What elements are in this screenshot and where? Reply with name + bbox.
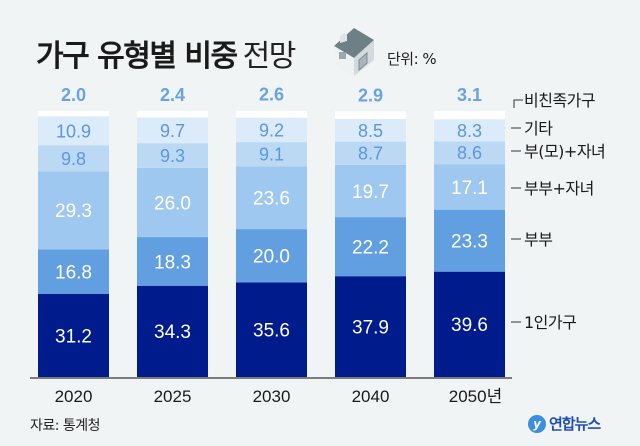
bar-segment [434, 271, 505, 377]
segment-value-label: 8.3 [457, 121, 482, 141]
segment-value-label: 9.2 [259, 120, 284, 140]
stacked-bar-chart: 31.2 16.8 29.3 9.8 10.9 2.0 2020 34.3 18.3 26.0 9.… [30, 85, 606, 406]
bar-segment [236, 110, 307, 118]
bar-segment [335, 111, 406, 119]
segment-value-label: 35.6 [253, 320, 290, 341]
segment-value-label: 26.0 [154, 193, 191, 214]
bar-segment [137, 117, 208, 144]
x-tick-label: 2030 [253, 387, 291, 406]
top-value-label: 2.6 [259, 85, 284, 105]
legend-label: 부(모)+자녀 [524, 142, 605, 161]
segment-value-label: 39.6 [451, 315, 488, 336]
chart-title: 가구 유형별 비중 전망 [36, 31, 297, 75]
segment-value-label: 8.6 [457, 143, 482, 163]
bar-segment [137, 143, 208, 168]
bar-segment [335, 276, 406, 377]
bar-segment [236, 229, 307, 283]
segment-value-label: 9.1 [259, 145, 284, 165]
bar-segment [236, 142, 307, 167]
segment-value-label: 17.1 [451, 178, 488, 199]
legend-label: 부부 [524, 230, 552, 249]
segment-value-label: 19.7 [352, 182, 389, 203]
bar-segment [38, 171, 109, 250]
segment-value-label: 9.8 [61, 149, 86, 169]
top-value-label: 2.9 [358, 85, 383, 105]
bar-segment [434, 141, 505, 165]
bar-segment [38, 294, 109, 377]
top-value-label: 2.4 [160, 85, 185, 105]
legend-label: 기타 [524, 119, 553, 138]
bar-segment [434, 119, 505, 142]
top-value-label: 2.0 [61, 85, 86, 105]
unit-label: 단위: % [387, 50, 437, 68]
segment-value-label: 20.0 [253, 247, 290, 268]
bar-segment [38, 145, 109, 172]
bar-segment [137, 167, 208, 238]
bar-segment [335, 118, 406, 142]
bar-segment [236, 282, 307, 377]
segment-value-label: 34.3 [154, 322, 191, 343]
bar-segment [335, 141, 406, 165]
x-tick-label: 2040 [352, 387, 390, 406]
bar-segment [434, 111, 505, 120]
segment-value-label: 16.8 [55, 263, 92, 284]
bar-segment [38, 116, 109, 146]
bar-segment [38, 249, 109, 295]
segment-value-label: 31.2 [55, 326, 92, 347]
segment-value-label: 37.9 [352, 317, 389, 338]
legend-label: 1인가구 [524, 313, 576, 332]
x-tick-label: 2020 [55, 387, 93, 406]
bar-segment [335, 164, 406, 218]
segment-value-label: 29.3 [55, 201, 92, 222]
segment-value-label: 22.2 [352, 238, 389, 259]
yonhap-logo: y 연합뉴스 [528, 413, 601, 434]
segment-value-label: 9.3 [160, 146, 185, 166]
bar-segment [38, 111, 109, 117]
segment-value-label: 18.3 [154, 252, 191, 273]
bar-segment [137, 285, 208, 377]
top-value-label: 3.1 [457, 85, 482, 105]
title-light: 전망 [242, 39, 297, 74]
logo-mark-icon: y [528, 414, 546, 433]
source-label: 자료: 통계청 [30, 418, 101, 434]
legend-label: 비친족가구 [524, 91, 595, 110]
segment-value-label: 8.5 [358, 121, 383, 141]
bar-segment [236, 117, 307, 143]
bar-segment [137, 237, 208, 286]
segment-value-label: 9.7 [160, 121, 185, 141]
segment-value-label: 23.3 [451, 232, 488, 253]
x-tick-label: 2050년 [449, 387, 502, 406]
logo-text: 연합뉴스 [549, 415, 601, 433]
segment-value-label: 8.7 [358, 144, 383, 164]
x-tick-label: 2025 [154, 387, 192, 406]
legend-label: 부부+자녀 [524, 179, 594, 198]
bar-segment [434, 164, 505, 210]
bar-segment [434, 209, 505, 272]
bar-segment [236, 166, 307, 230]
legend-connector [513, 99, 523, 108]
segment-value-label: 23.6 [253, 189, 290, 210]
bar-segment [335, 217, 406, 277]
house-icon [334, 28, 374, 76]
bar-segment [137, 111, 208, 118]
segment-value-label: 10.9 [56, 121, 91, 141]
title-bold: 가구 유형별 비중 [36, 39, 238, 74]
